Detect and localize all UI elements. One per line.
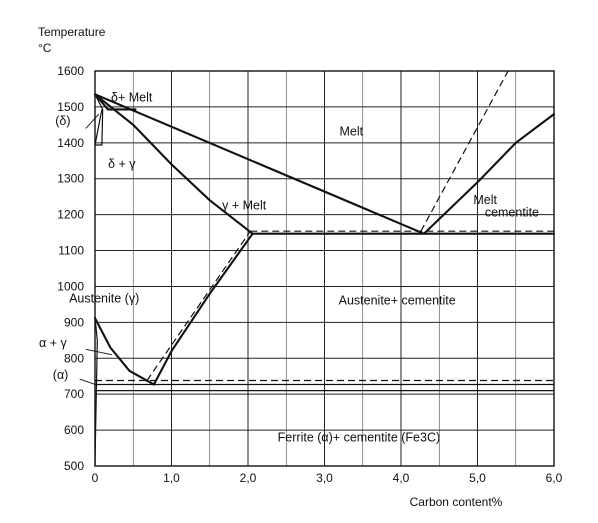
region-label: Melt	[339, 125, 363, 139]
label-leader	[85, 113, 100, 129]
y-axis-title: Temperature	[38, 25, 106, 39]
phase-boundary-line	[93, 317, 155, 386]
y-tick-label: 1600	[57, 64, 84, 78]
y-tick-label: 900	[64, 315, 84, 329]
x-tick-label: 5,0	[469, 471, 486, 485]
y-tick-label: 500	[64, 459, 84, 473]
region-label: cementite	[485, 205, 539, 219]
phase-boundary-line	[152, 232, 254, 386]
x-tick-label: 2,0	[240, 471, 257, 485]
plot-frame	[94, 70, 555, 467]
region-label: δ+ Melt	[111, 91, 153, 105]
region-label: (δ)	[55, 114, 70, 128]
region-label: Ferrite (α)+ cementite (Fe3C)	[278, 431, 440, 445]
phase-boundary-line	[94, 384, 98, 467]
region-label: α + γ	[39, 336, 67, 350]
y-tick-label: 700	[64, 387, 84, 401]
y-axis-unit: °C	[38, 41, 52, 55]
y-tick-label: 1000	[57, 279, 84, 293]
region-label: Austenite+ cementite	[339, 293, 456, 307]
region-label: (α)	[53, 368, 69, 382]
region-label: Austenite (γ)	[69, 292, 139, 306]
phase-boundaries	[93, 70, 556, 467]
phase-boundary-line	[146, 230, 251, 381]
label-leader	[85, 348, 112, 356]
phase-boundary-line	[420, 70, 509, 232]
phase-boundary-line	[93, 93, 425, 235]
x-tick-label: 1,0	[163, 471, 180, 485]
phase-boundary-line	[93, 93, 137, 111]
phase-boundary-line	[94, 94, 104, 146]
phase-boundary-line	[94, 109, 103, 146]
y-tick-label: 1400	[57, 136, 84, 150]
y-axis-ticks: 500 600 700 800 900 1000 1100 1200 1300 1400 1500 1…	[57, 64, 84, 473]
grid	[94, 70, 555, 467]
phase-boundary-line	[422, 113, 556, 235]
y-tick-label: 600	[64, 423, 84, 437]
region-label: δ + γ	[108, 157, 136, 171]
label-leader	[79, 378, 98, 386]
y-tick-label: 1200	[57, 208, 84, 222]
region-label: γ + Melt	[222, 198, 267, 212]
phase-boundary-line	[93, 93, 254, 235]
y-tick-label: 1500	[57, 100, 84, 114]
x-tick-label: 3,0	[316, 471, 333, 485]
y-tick-label: 1300	[57, 172, 84, 186]
x-tick-label: 4,0	[393, 471, 410, 485]
x-axis-title: Carbon content%	[410, 495, 503, 509]
x-tick-label: 6,0	[546, 471, 563, 485]
leader-lines	[79, 113, 112, 386]
phase-boundary-line	[94, 318, 98, 385]
x-axis-ticks: 0 1,0 2,0 3,0 4,0 5,0 6,0	[92, 471, 563, 485]
region-label: Melt	[473, 193, 497, 207]
y-tick-label: 800	[64, 351, 84, 365]
x-tick-label: 0	[92, 471, 99, 485]
y-tick-label: 1100	[58, 244, 84, 258]
